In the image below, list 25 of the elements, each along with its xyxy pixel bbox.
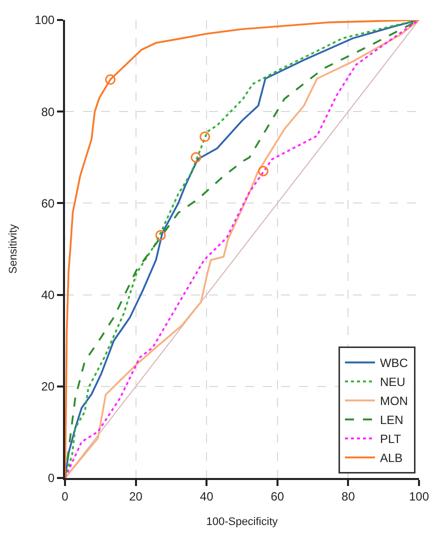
y-tick-label: 40 [41,288,55,302]
x-tick-label: 100 [408,489,430,504]
x-tick-label: 80 [342,489,356,504]
y-axis-title: Sensitivity [8,224,20,274]
point [190,152,202,163]
x-tick-label: 0 [62,489,69,504]
legend-label: ALB [380,451,403,466]
x-tick-label: 60 [270,489,284,504]
legend-label: MON [380,394,408,408]
point [200,132,210,142]
legend-label: PLT [380,432,402,446]
point [155,230,166,241]
x-axis-title: 100-Specificity [206,516,278,528]
y-tick-label: 80 [41,104,55,119]
y-tick-label: 60 [41,196,55,210]
point [258,166,268,176]
y-tick-label: 0 [48,471,55,486]
legend-label: WBC [380,356,408,370]
x-tick-label: 40 [200,489,214,504]
y-tick-label: 100 [34,13,55,28]
y-tick-label: 20 [41,380,55,394]
legend-label: LEN [380,413,404,428]
x-tick-label: 20 [129,489,143,504]
point [105,74,116,85]
legend-label: NEU [380,375,406,390]
